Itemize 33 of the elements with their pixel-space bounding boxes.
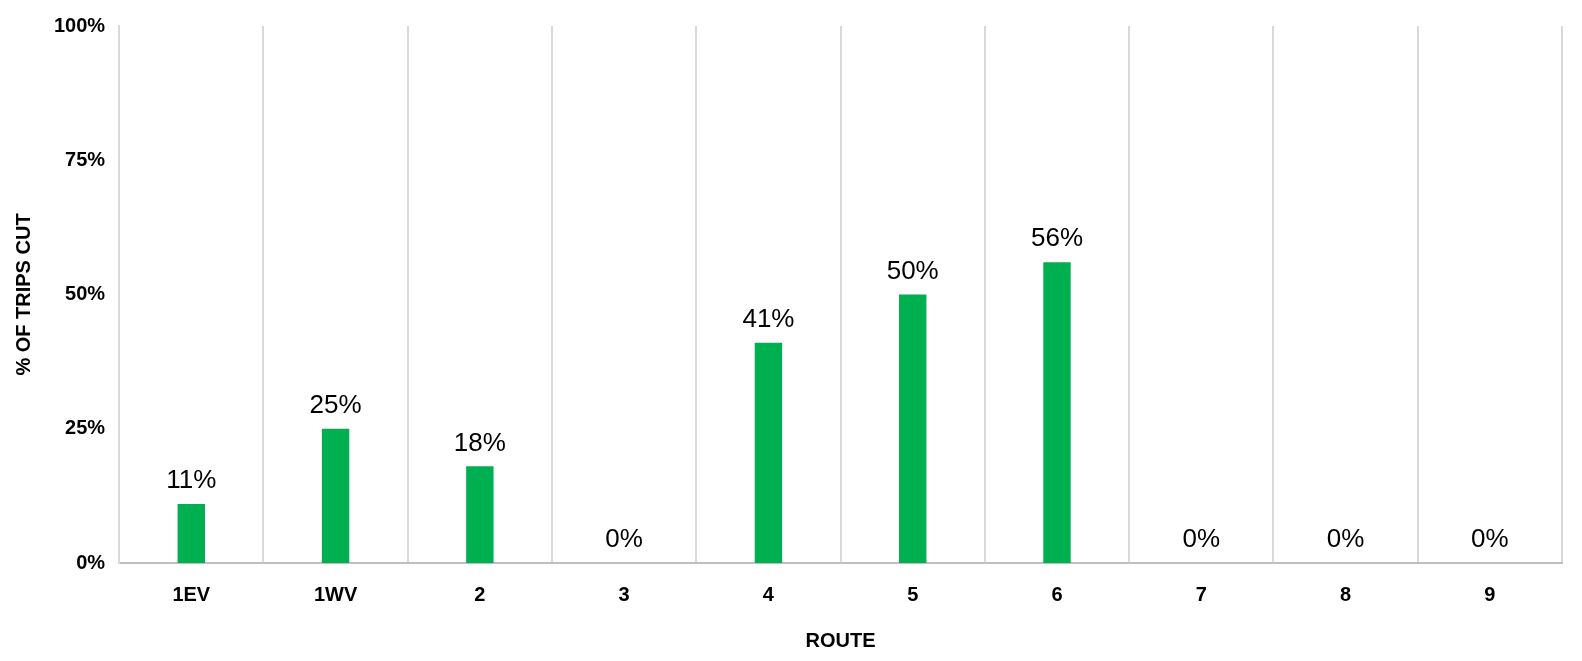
data-label: 50%: [886, 254, 939, 285]
bar: [321, 428, 350, 563]
x-tick-label: 7: [1195, 582, 1207, 605]
x-tick-label: 1WV: [313, 582, 358, 605]
data-label: 18%: [453, 426, 506, 457]
y-tick-label: 100%: [54, 13, 106, 36]
bar: [899, 294, 927, 563]
x-tick-label: 1EV: [172, 582, 211, 605]
bar: [1043, 262, 1071, 563]
bar: [177, 503, 205, 563]
x-tick-label: 9: [1484, 582, 1496, 605]
x-tick-label: 2: [474, 582, 486, 605]
data-label: 56%: [1030, 222, 1084, 253]
data-label: 0%: [605, 523, 643, 554]
x-tick-label: 5: [907, 582, 919, 605]
data-label: 0%: [1326, 523, 1365, 554]
bar: [466, 466, 494, 563]
y-tick-label: 0%: [76, 550, 106, 573]
bar: [754, 342, 783, 563]
data-label: 0%: [1182, 523, 1221, 554]
data-label: 11%: [166, 464, 217, 495]
y-tick-label: 25%: [65, 416, 106, 439]
y-tick-label: 75%: [65, 147, 106, 170]
y-tick-label: 50%: [65, 282, 106, 305]
x-tick-label: 6: [1051, 582, 1063, 605]
data-label: 0%: [1471, 523, 1509, 554]
x-tick-label: 3: [618, 582, 630, 605]
data-label: 41%: [742, 303, 795, 333]
x-axis-title: ROUTE: [805, 628, 876, 651]
y-axis-title: % OF TRIPS CUT: [11, 213, 34, 376]
x-tick-label: 4: [762, 582, 775, 605]
data-label: 25%: [309, 388, 362, 419]
x-tick-label: 8: [1340, 582, 1352, 605]
